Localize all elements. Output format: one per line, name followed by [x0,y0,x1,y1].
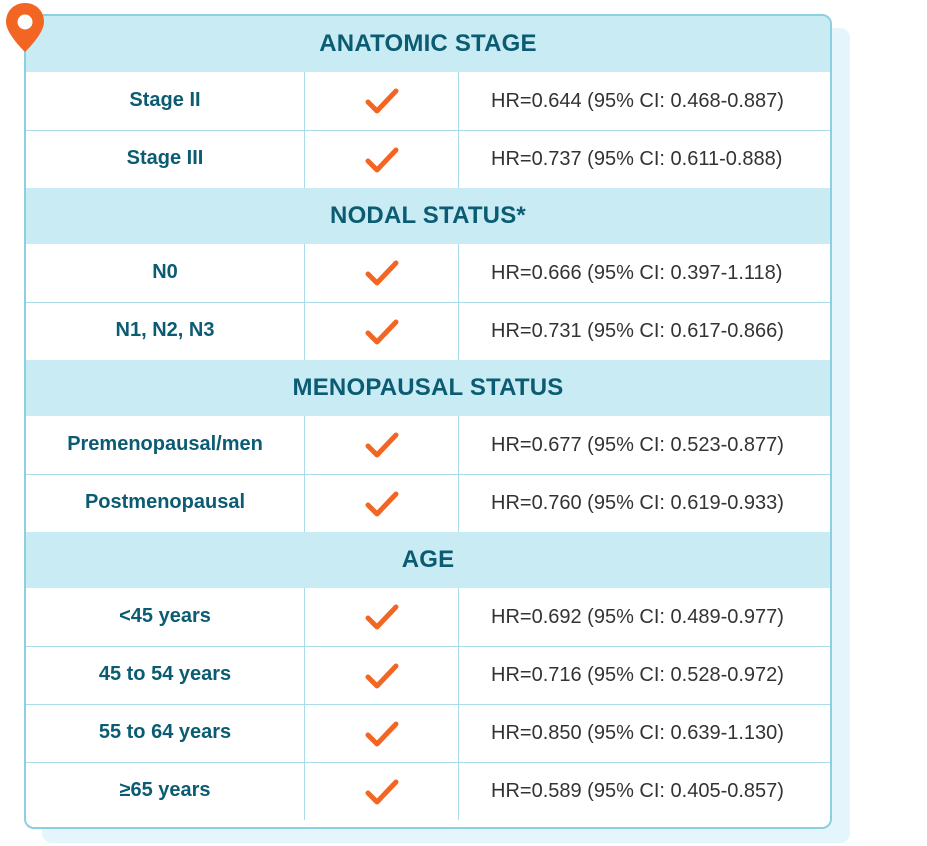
row-label: N0 [26,244,305,302]
check-cell [305,647,459,704]
row-label: Premenopausal/men [26,416,305,474]
location-pin-icon [6,3,44,52]
checkmark-icon [364,145,400,175]
table-row: 45 to 54 years HR=0.716 (95% CI: 0.528-0… [26,646,830,704]
hazard-ratio: HR=0.666 (95% CI: 0.397-1.118) [491,261,783,284]
hazard-ratio: HR=0.589 (95% CI: 0.405-0.857) [491,780,784,802]
table-row: 55 to 64 years HR=0.850 (95% CI: 0.639-1… [26,704,830,762]
check-cell [305,588,459,646]
checkmark-icon [364,777,400,807]
checkmark-icon [364,430,400,460]
row-label: Postmenopausal [26,475,305,532]
section-header-anatomic-stage: ANATOMIC STAGE [26,16,830,72]
hazard-ratio: HR=0.850 (95% CI: 0.639-1.130) [491,722,784,744]
section-header-nodal-status: NODAL STATUS* [26,188,830,244]
table-row: ≥65 years HR=0.589 (95% CI: 0.405-0.857) [26,762,830,820]
row-label: 55 to 64 years [26,705,305,762]
row-label: Stage II [26,72,305,130]
subgroup-table: ANATOMIC STAGE Stage II HR=0.644 (95% CI… [24,14,832,829]
check-cell [305,475,459,532]
check-cell [305,131,459,188]
table-row: N0 HR=0.666 (95% CI: 0.397-1.118) [26,244,830,302]
check-cell [305,72,459,130]
hazard-ratio: HR=0.760 (95% CI: 0.619-0.933) [491,492,784,514]
row-label: N1, N2, N3 [26,303,305,360]
check-cell [305,763,459,820]
checkmark-icon [364,489,400,519]
table-row: <45 years HR=0.692 (95% CI: 0.489-0.977) [26,588,830,646]
check-cell [305,244,459,302]
section-header-menopausal-status: MENOPAUSAL STATUS [26,360,830,416]
row-label: <45 years [26,588,305,646]
table-row: Stage III HR=0.737 (95% CI: 0.611-0.888) [26,130,830,188]
table-row: N1, N2, N3 HR=0.731 (95% CI: 0.617-0.866… [26,302,830,360]
check-cell [305,416,459,474]
hazard-ratio: HR=0.677 (95% CI: 0.523-0.877) [491,433,784,456]
table-row: Premenopausal/men HR=0.677 (95% CI: 0.52… [26,416,830,474]
hazard-ratio: HR=0.644 (95% CI: 0.468-0.887) [491,89,784,112]
checkmark-icon [364,602,400,632]
checkmark-icon [364,86,400,116]
row-label: Stage III [26,131,305,188]
checkmark-icon [364,317,400,347]
hazard-ratio: HR=0.737 (95% CI: 0.611-0.888) [491,148,783,170]
check-cell [305,303,459,360]
hazard-ratio: HR=0.716 (95% CI: 0.528-0.972) [491,664,784,686]
row-label: 45 to 54 years [26,647,305,704]
hazard-ratio: HR=0.692 (95% CI: 0.489-0.977) [491,605,784,628]
checkmark-icon [364,258,400,288]
checkmark-icon [364,719,400,749]
hazard-ratio: HR=0.731 (95% CI: 0.617-0.866) [491,320,784,342]
row-label: ≥65 years [26,763,305,820]
table-row: Stage II HR=0.644 (95% CI: 0.468-0.887) [26,72,830,130]
table-row: Postmenopausal HR=0.760 (95% CI: 0.619-0… [26,474,830,532]
check-cell [305,705,459,762]
section-header-age: AGE [26,532,830,588]
checkmark-icon [364,661,400,691]
